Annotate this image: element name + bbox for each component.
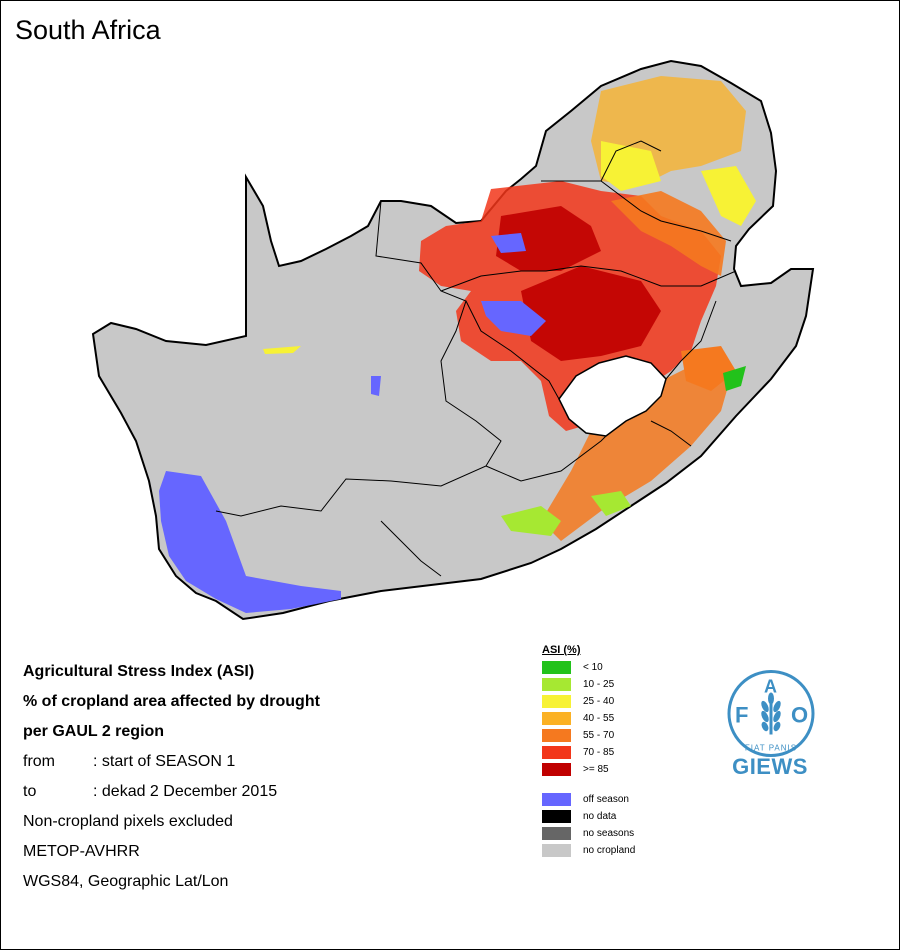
info-note-2: METOP-AVHRR — [23, 843, 140, 860]
legend-label: 25 - 40 — [583, 696, 615, 707]
legend-label: off season — [583, 794, 629, 805]
legend-item: < 10 — [542, 659, 635, 676]
legend-item: off season — [542, 791, 635, 808]
legend-item: 10 - 25 — [542, 676, 635, 693]
legend-label: no cropland — [583, 845, 636, 856]
fao-letter-o: O — [791, 703, 808, 728]
wheat-icon — [761, 692, 781, 735]
legend-label: no seasons — [583, 828, 635, 839]
info-from-key: from — [23, 753, 55, 770]
info-to-row: to : dekad 2 December 2015 — [23, 777, 320, 807]
fao-letter-a: A — [764, 677, 777, 697]
legend-swatch — [542, 712, 571, 725]
fao-logo-ring — [727, 670, 815, 757]
legend-gap — [542, 778, 635, 791]
info-note-3: WGS84, Geographic Lat/Lon — [23, 873, 229, 890]
legend-label: 55 - 70 — [583, 730, 615, 741]
giews-label: GIEWS — [732, 754, 808, 779]
south-africa-map — [91, 59, 815, 621]
legend-item: 25 - 40 — [542, 693, 635, 710]
legend-swatch — [542, 793, 571, 806]
info-line-3: per GAUL 2 region — [23, 723, 165, 740]
fao-motto: FIAT PANIS — [745, 744, 797, 753]
asi-yellow-orange-zone — [263, 76, 756, 354]
legend-swatch — [542, 810, 571, 823]
legend-title: ASI (%) — [542, 644, 581, 656]
legend-item: 70 - 85 — [542, 744, 635, 761]
page-title: South Africa — [15, 15, 161, 45]
off-season-zone — [159, 233, 546, 613]
legend-other: off season no data no seasons no croplan… — [542, 791, 635, 859]
legend-swatch — [542, 729, 571, 742]
legend-item: 55 - 70 — [542, 727, 635, 744]
info-from-value: : start of SEASON 1 — [93, 753, 236, 770]
info-line-1: Agricultural Stress Index (ASI) — [23, 663, 255, 680]
map-legend: ASI (%) < 10 10 - 25 25 - 40 40 - 55 55 … — [542, 644, 635, 859]
legend-swatch — [542, 661, 571, 674]
legend-swatch — [542, 763, 571, 776]
fao-logo: F A O FIAT PANIS — [727, 670, 815, 757]
legend-item: no data — [542, 808, 635, 825]
legend-swatch — [542, 746, 571, 759]
legend-swatch — [542, 827, 571, 840]
lesotho — [558, 355, 667, 437]
legend-label: 40 - 55 — [583, 713, 615, 724]
legend-classes: < 10 10 - 25 25 - 40 40 - 55 55 - 70 70 … — [542, 659, 635, 778]
legend-swatch — [542, 844, 571, 857]
asi-orange-zone — [541, 191, 736, 541]
fao-letter-f: F — [735, 703, 748, 728]
legend-item: >= 85 — [542, 761, 635, 778]
legend-item: no seasons — [542, 825, 635, 842]
legend-label: < 10 — [583, 662, 603, 673]
legend-item: 40 - 55 — [542, 710, 635, 727]
info-to-key: to — [23, 783, 37, 800]
legend-label: >= 85 — [583, 764, 609, 775]
asi-green-zone — [501, 366, 746, 536]
legend-label: 70 - 85 — [583, 747, 615, 758]
info-to-value: : dekad 2 December 2015 — [93, 783, 278, 800]
province-boundaries — [215, 140, 737, 577]
legend-swatch — [542, 678, 571, 691]
map-info-block: Agricultural Stress Index (ASI) % of cro… — [23, 657, 320, 897]
info-note-1: Non-cropland pixels excluded — [23, 813, 233, 830]
legend-swatch — [542, 695, 571, 708]
legend-label: no data — [583, 811, 617, 822]
info-line-2: % of cropland area affected by drought — [23, 693, 320, 710]
legend-label: 10 - 25 — [583, 679, 615, 690]
info-from-row: from : start of SEASON 1 — [23, 747, 320, 777]
legend-item: no cropland — [542, 842, 635, 859]
